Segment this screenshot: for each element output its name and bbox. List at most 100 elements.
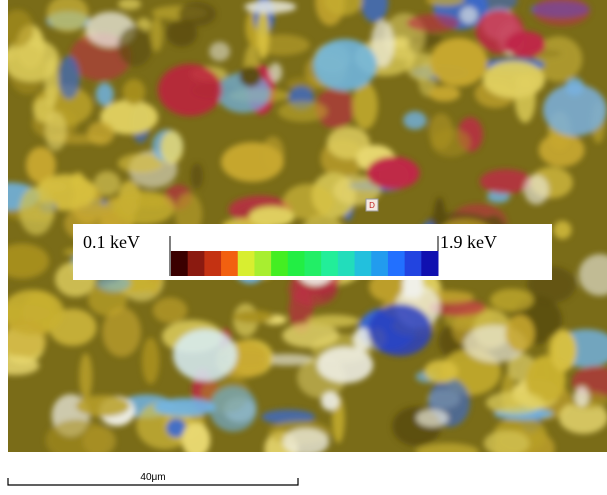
grain bbox=[87, 121, 115, 146]
colorbar-swatch bbox=[221, 251, 239, 276]
grain bbox=[209, 385, 258, 432]
grain bbox=[166, 19, 198, 47]
grain bbox=[190, 162, 204, 189]
grain bbox=[260, 353, 316, 366]
grain bbox=[482, 60, 545, 99]
grain bbox=[538, 133, 585, 167]
grain bbox=[352, 82, 378, 130]
grain bbox=[429, 37, 488, 87]
grain bbox=[256, 10, 270, 60]
grain bbox=[268, 62, 283, 83]
grain bbox=[8, 9, 34, 48]
grain bbox=[459, 6, 478, 24]
colorbar-swatch bbox=[304, 251, 322, 276]
grain bbox=[178, 1, 217, 27]
grain bbox=[160, 130, 184, 165]
grain bbox=[578, 254, 607, 296]
grain bbox=[406, 14, 460, 33]
colorbar-swatch bbox=[287, 251, 305, 276]
grain bbox=[117, 26, 153, 67]
grain bbox=[95, 82, 114, 107]
grain bbox=[261, 136, 285, 172]
grain bbox=[316, 346, 374, 384]
grain bbox=[533, 0, 590, 26]
colorbar-swatch bbox=[254, 251, 272, 276]
colorbar-swatch bbox=[271, 251, 289, 276]
marker-box bbox=[365, 198, 379, 212]
grain bbox=[282, 427, 330, 452]
grain bbox=[368, 304, 432, 356]
grain bbox=[550, 329, 577, 372]
grain bbox=[117, 0, 142, 10]
grain bbox=[45, 419, 109, 452]
grain bbox=[324, 0, 363, 16]
colorbar-swatch bbox=[237, 251, 255, 276]
colorbar-max-label: 1.9 keV bbox=[440, 232, 497, 252]
grain bbox=[553, 220, 572, 240]
grain bbox=[122, 78, 146, 105]
colorbar-swatch bbox=[337, 251, 356, 276]
colorbar-swatch bbox=[387, 251, 406, 276]
grain bbox=[25, 146, 56, 184]
grain bbox=[8, 356, 40, 376]
grain bbox=[46, 0, 89, 33]
grain bbox=[485, 391, 545, 415]
grain bbox=[479, 169, 532, 194]
grain bbox=[505, 314, 535, 353]
scalebar-label: 40μm bbox=[140, 472, 165, 483]
grain bbox=[525, 355, 566, 404]
grain bbox=[153, 398, 216, 417]
grain bbox=[490, 288, 534, 312]
grain bbox=[370, 19, 395, 68]
grain bbox=[313, 39, 377, 91]
colorbar-swatch bbox=[421, 251, 439, 276]
grain bbox=[366, 156, 420, 190]
grain bbox=[18, 186, 55, 236]
grain bbox=[8, 243, 50, 279]
footer bbox=[0, 452, 607, 495]
grain bbox=[333, 175, 381, 206]
grain bbox=[239, 65, 262, 87]
grain bbox=[209, 41, 231, 62]
grain bbox=[141, 337, 160, 385]
grain bbox=[353, 327, 372, 352]
micrograph bbox=[8, 0, 607, 452]
grain bbox=[428, 85, 461, 102]
grain bbox=[277, 101, 328, 122]
grain bbox=[391, 36, 410, 48]
grain bbox=[232, 310, 274, 324]
colorbar-swatch bbox=[204, 251, 222, 276]
grain bbox=[150, 17, 163, 52]
grain bbox=[58, 55, 80, 100]
grain bbox=[282, 183, 334, 220]
grain bbox=[416, 409, 449, 428]
grain bbox=[425, 0, 465, 7]
grain bbox=[430, 128, 471, 157]
scalebar bbox=[7, 478, 299, 486]
grain bbox=[428, 299, 486, 317]
grain bbox=[93, 171, 121, 196]
colorbar-min-label: 0.1 keV bbox=[83, 232, 140, 252]
grain bbox=[117, 153, 164, 174]
grain bbox=[475, 9, 525, 54]
colorbar-swatch bbox=[404, 251, 422, 276]
grain bbox=[360, 0, 389, 23]
colorbar-swatch bbox=[354, 251, 372, 276]
colorbar-swatch bbox=[321, 251, 339, 276]
grain bbox=[8, 319, 48, 359]
grain bbox=[181, 422, 211, 452]
grain bbox=[558, 401, 607, 434]
grain bbox=[282, 323, 340, 349]
grain bbox=[75, 395, 130, 417]
colorbar-swatch bbox=[371, 251, 389, 276]
colorbar bbox=[171, 251, 439, 276]
grain bbox=[79, 353, 93, 400]
grain bbox=[244, 0, 297, 14]
marker-label: D bbox=[369, 201, 375, 210]
grain bbox=[102, 307, 141, 357]
grain bbox=[100, 99, 159, 135]
grain bbox=[158, 64, 222, 116]
colorbar-swatch bbox=[171, 251, 189, 276]
grain bbox=[320, 391, 340, 411]
